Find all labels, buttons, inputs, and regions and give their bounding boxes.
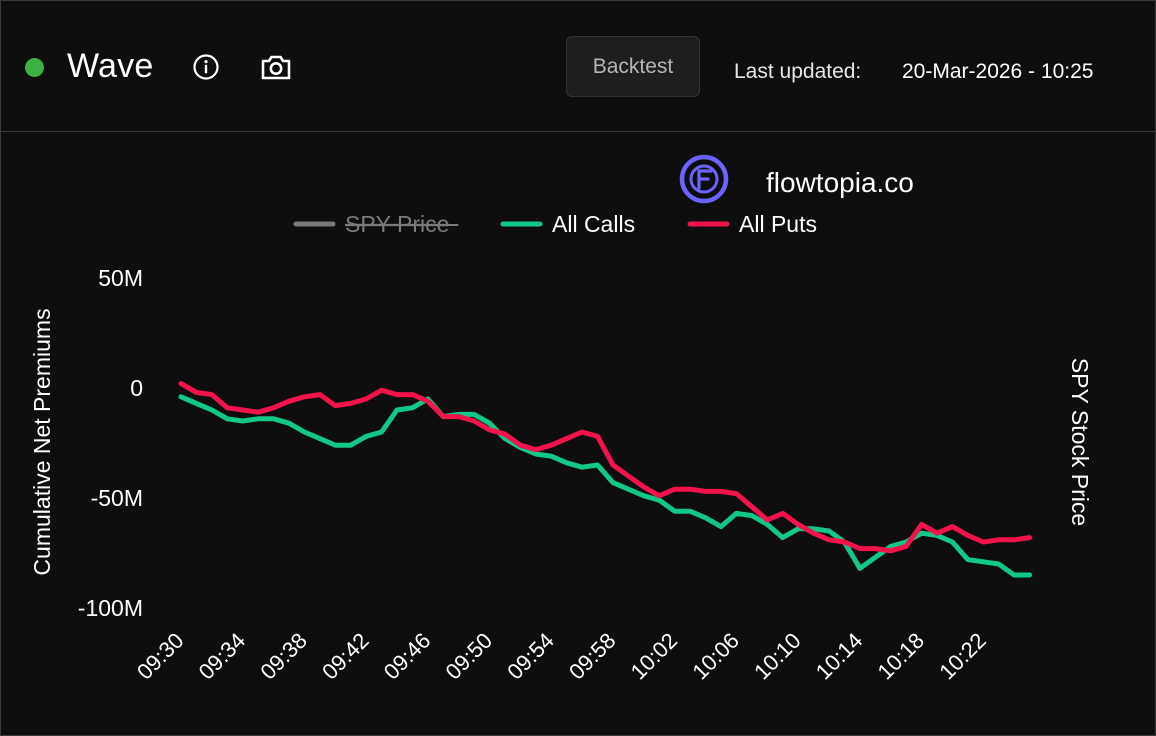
y-axis-ticks: 50M 0 -50M -100M	[78, 265, 143, 621]
y-tick-label: -50M	[91, 485, 143, 511]
x-tick-label: 10:02	[626, 628, 683, 685]
last-updated-label: Last updated:	[734, 60, 862, 83]
x-tick-label: 09:38	[255, 628, 312, 685]
series-line-all-puts	[178, 381, 1033, 554]
x-tick-label: 09:54	[502, 628, 559, 685]
y-tick-label: 50M	[98, 265, 143, 291]
widget-title: Wave	[67, 47, 154, 85]
chart-legend: SPY Price All Calls All Puts	[293, 211, 817, 237]
camera-icon[interactable]	[258, 51, 294, 83]
x-tick-label: 09:30	[132, 628, 189, 685]
x-tick-label: 10:10	[749, 628, 806, 685]
x-tick-label: 09:46	[379, 628, 436, 685]
y-tick-label: -100M	[78, 595, 143, 621]
x-tick-label: 09:58	[564, 628, 621, 685]
legend-item-label[interactable]: All Calls	[552, 211, 635, 237]
widget-header: Wave Backtest Last updated: 20-Mar-2026 …	[1, 1, 1155, 132]
status-indicator	[25, 58, 44, 77]
x-tick-label: 10:22	[934, 628, 991, 685]
x-tick-label: 10:18	[872, 628, 929, 685]
y-axis-title: Cumulative Net Premiums	[29, 308, 55, 575]
last-updated-value: 20-Mar-2026 - 10:25	[902, 60, 1094, 83]
y2-axis-title: SPY Stock Price	[1067, 358, 1093, 526]
x-axis-ticks: 09:30 09:34 09:38 09:42 09:46 09:50 09:54 09:58…	[132, 628, 991, 685]
chart-series	[178, 381, 1033, 578]
x-tick-label: 10:06	[687, 628, 744, 685]
info-icon[interactable]	[190, 51, 222, 83]
brand-logo	[679, 154, 729, 204]
legend-item-label[interactable]: All Puts	[739, 211, 817, 237]
x-tick-label: 10:14	[811, 628, 868, 685]
x-tick-label: 09:42	[317, 628, 374, 685]
x-tick-label: 09:50	[440, 628, 497, 685]
y-tick-label: 0	[130, 375, 143, 401]
backtest-button[interactable]: Backtest	[566, 36, 700, 97]
brand-name: flowtopia.co	[766, 167, 914, 198]
x-tick-label: 09:34	[194, 628, 251, 685]
premiums-chart: flowtopia.co SPY Price All Calls All Puts …	[29, 154, 1093, 685]
